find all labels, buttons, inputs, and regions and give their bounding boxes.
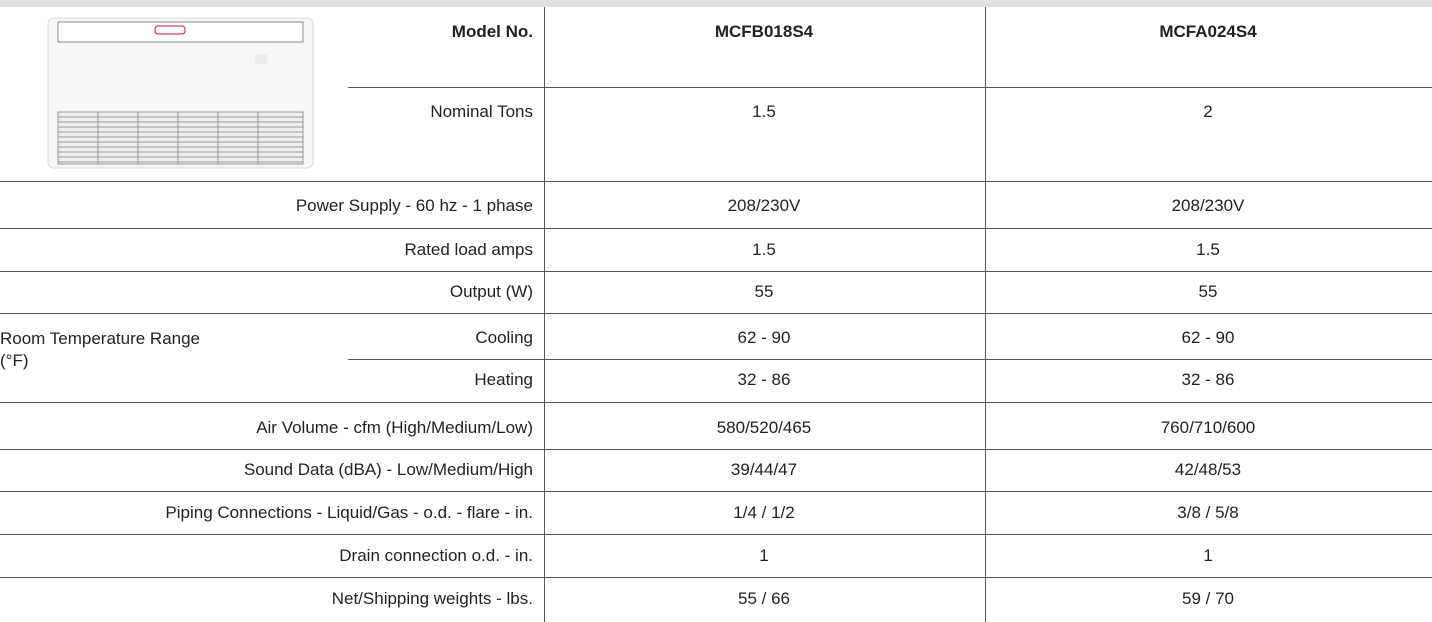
spec-value: 62 - 90 (1008, 328, 1408, 348)
row-label: Drain connection o.d. - in. (339, 546, 533, 566)
page: (() => { const data = JSON.parse(documen… (0, 0, 1432, 622)
spec-value: 1.5 (564, 102, 964, 122)
spec-value: 3/8 / 5/8 (1008, 503, 1408, 523)
spec-value: 55 (1008, 282, 1408, 302)
spec-value: 208/230V (564, 196, 964, 216)
row-divider (348, 87, 1432, 88)
model-number: MCFA024S4 (1008, 22, 1408, 42)
top-bar (0, 0, 1432, 7)
row-divider (0, 534, 1432, 535)
product-image (40, 14, 330, 174)
spec-value: 55 (564, 282, 964, 302)
spec-value: 1 (564, 546, 964, 566)
row-divider (0, 181, 1432, 182)
row-divider (0, 313, 1432, 314)
spec-value: 1.5 (1008, 240, 1408, 260)
row-divider (0, 271, 1432, 272)
row-label: Air Volume - cfm (High/Medium/Low) (256, 418, 533, 438)
column-divider (985, 7, 986, 622)
spec-value: 1/4 / 1/2 (564, 503, 964, 523)
spec-value: 39/44/47 (564, 460, 964, 480)
row-label: Cooling (475, 328, 533, 348)
spec-value: 32 - 86 (564, 370, 964, 390)
spec-value: 1.5 (564, 240, 964, 260)
spec-value: 760/710/600 (1008, 418, 1408, 438)
column-divider (544, 7, 545, 622)
row-divider (0, 402, 1432, 403)
spec-value: 42/48/53 (1008, 460, 1408, 480)
spec-value: 2 (1008, 102, 1408, 122)
model-number: MCFB018S4 (564, 22, 964, 42)
spec-value: 580/520/465 (564, 418, 964, 438)
row-divider (0, 577, 1432, 578)
row-divider (0, 491, 1432, 492)
row-divider (0, 228, 1432, 229)
row-label: Output (W) (450, 282, 533, 302)
row-label: Model No. (452, 22, 533, 42)
spec-value: 32 - 86 (1008, 370, 1408, 390)
group-label: Room Temperature Range (°F) (0, 328, 200, 372)
row-label: Power Supply - 60 hz - 1 phase (296, 196, 533, 216)
row-label: Heating (474, 370, 533, 390)
row-label: Nominal Tons (430, 102, 533, 122)
row-label: Piping Connections - Liquid/Gas - o.d. -… (165, 503, 533, 523)
spec-value: 55 / 66 (564, 589, 964, 609)
row-divider (0, 449, 1432, 450)
spec-value: 62 - 90 (564, 328, 964, 348)
spec-value: 208/230V (1008, 196, 1408, 216)
spec-value: 1 (1008, 546, 1408, 566)
spec-value: 59 / 70 (1008, 589, 1408, 609)
row-label: Sound Data (dBA) - Low/Medium/High (244, 460, 533, 480)
row-label: Net/Shipping weights - lbs. (332, 589, 533, 609)
row-divider (348, 359, 1432, 360)
row-label: Rated load amps (404, 240, 533, 260)
